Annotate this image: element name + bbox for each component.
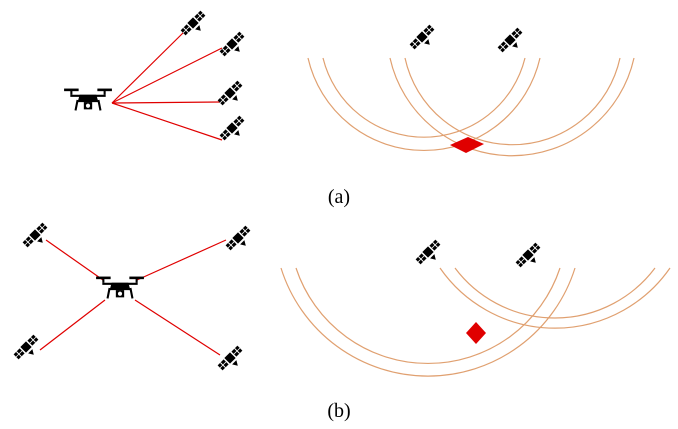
- satellite: [21, 221, 50, 250]
- range-arc: [280, 267, 576, 377]
- ray: [111, 101, 221, 104]
- satellite: [408, 23, 437, 52]
- satellite: [496, 26, 525, 55]
- satellite: [216, 344, 245, 373]
- intersection-region: [466, 322, 486, 344]
- panel-b-right: [280, 238, 671, 377]
- range-arc: [439, 267, 671, 329]
- satellite: [216, 79, 245, 108]
- panel-label: (b): [327, 400, 350, 422]
- intersection-region: [450, 137, 484, 153]
- range-arc: [322, 57, 526, 138]
- panel-a-right: [307, 23, 635, 157]
- panel-b-left: [12, 221, 253, 373]
- range-arc: [307, 57, 541, 152]
- ray: [136, 239, 227, 281]
- ray: [111, 102, 223, 141]
- satellite: [179, 9, 208, 38]
- ray: [111, 29, 187, 104]
- ray: [111, 47, 223, 104]
- satellite: [218, 30, 247, 59]
- panel-label: (a): [328, 186, 350, 208]
- ray: [134, 299, 221, 356]
- range-arc: [404, 57, 621, 146]
- range-arc: [454, 267, 656, 319]
- satellite: [224, 224, 253, 253]
- range-arc: [295, 267, 561, 365]
- ray: [45, 239, 104, 281]
- satellite: [218, 114, 247, 143]
- range-arc: [389, 57, 635, 157]
- drone: [95, 275, 145, 300]
- ray: [39, 299, 106, 351]
- satellite: [414, 238, 443, 267]
- satellite: [12, 333, 41, 362]
- panel-a-left: [63, 9, 247, 143]
- satellite: [514, 241, 543, 270]
- drone: [63, 87, 113, 112]
